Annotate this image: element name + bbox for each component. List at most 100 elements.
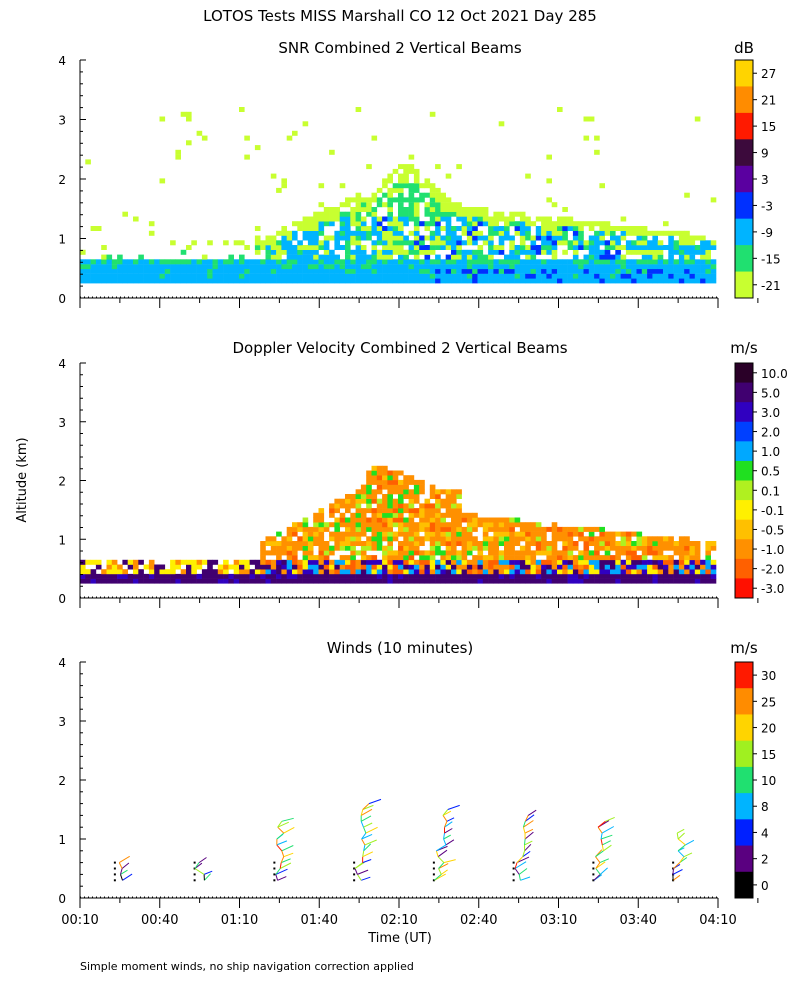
snr-cell [625,230,632,236]
doppler-cell [239,569,245,575]
snr-cell [196,130,203,136]
snr-cell [244,245,250,250]
snr-cell [461,230,468,236]
doppler-cell [551,573,558,579]
doppler-cell [350,573,356,579]
doppler-cell [286,578,293,584]
snr-cell [625,273,632,279]
doppler-cell [355,573,362,579]
doppler-cell [398,470,404,476]
doppler-cell [382,559,388,565]
snr-cell [339,245,346,250]
doppler-cell [456,526,462,532]
doppler-cell [493,569,499,575]
doppler-cell [302,545,309,551]
doppler-cell [413,494,420,499]
wind-marker [273,879,276,882]
snr-cell [445,254,452,260]
doppler-cell [678,559,685,565]
doppler-cell [461,512,468,518]
snr-cell [302,216,309,222]
snr-cell [233,278,240,284]
wind-segment [120,874,123,881]
doppler-cell [657,555,664,561]
snr-cell [562,264,568,270]
snr-cell [265,235,272,241]
doppler-cell [657,573,664,579]
snr-cell [403,254,409,260]
doppler-cell [413,578,420,584]
doppler-cell [673,578,680,584]
doppler-cell [382,555,388,561]
doppler-cell [281,550,287,556]
snr-cell [546,245,552,250]
snr-cell [445,273,452,279]
snr-cell [599,254,605,260]
doppler-cell [652,564,658,570]
snr-cell [456,235,462,241]
doppler-cell [408,526,415,532]
wind-barb [599,867,608,875]
snr-cell [387,268,393,274]
doppler-cell [334,526,340,532]
doppler-cell [366,564,372,570]
snr-cell [366,164,372,170]
snr-cell [318,273,325,279]
snr-cell [408,268,415,274]
wind-barb [522,850,531,858]
snr-cell [196,273,203,279]
doppler-cell [461,564,468,570]
doppler-cell [143,578,150,584]
doppler-cell [610,545,616,551]
snr-cell [334,230,340,236]
doppler-cell [482,569,489,575]
snr-cell [509,264,515,270]
snr-cell [594,268,600,274]
snr-cell [201,135,208,141]
snr-cell [429,207,436,212]
snr-cell [133,273,139,279]
snr-cell [260,240,266,246]
snr-cell [647,259,653,265]
snr-cell [413,168,420,174]
snr-cell [541,245,547,250]
doppler-cell [583,526,590,532]
doppler-cell [249,573,256,579]
doppler-cell [684,578,690,584]
doppler-cell [148,559,155,565]
snr-cell [244,278,250,284]
snr-cell [424,249,431,255]
doppler-cell [127,573,134,579]
doppler-cell [371,479,378,485]
doppler-cell [498,573,505,579]
snr-cell [562,226,568,231]
doppler-cell [562,531,568,537]
snr-cell [186,259,192,265]
doppler-cell [493,573,499,579]
snr-cell [546,264,552,270]
snr-cell [546,230,552,236]
doppler-cell [514,517,521,523]
y-tick-label: 2 [58,475,66,489]
doppler-cell [413,545,420,551]
snr-cell [519,240,526,246]
colorbar-label: 5.0 [761,386,780,400]
snr-cell [392,221,399,227]
doppler-cell [488,564,494,570]
snr-cell [143,273,150,279]
snr-cell [594,278,600,284]
snr-cell [413,187,420,193]
doppler-cell [456,569,462,575]
doppler-cell [588,559,595,565]
colorbar-label: -15 [761,252,781,266]
doppler-cell [440,541,446,546]
snr-cell [525,259,531,265]
snr-cell [461,207,468,212]
doppler-cell [445,541,452,546]
snr-cell [217,259,224,265]
doppler-cell [525,545,531,551]
snr-cell [90,226,97,231]
doppler-cell [239,578,245,584]
doppler-cell [551,536,558,542]
snr-cell [700,268,706,274]
